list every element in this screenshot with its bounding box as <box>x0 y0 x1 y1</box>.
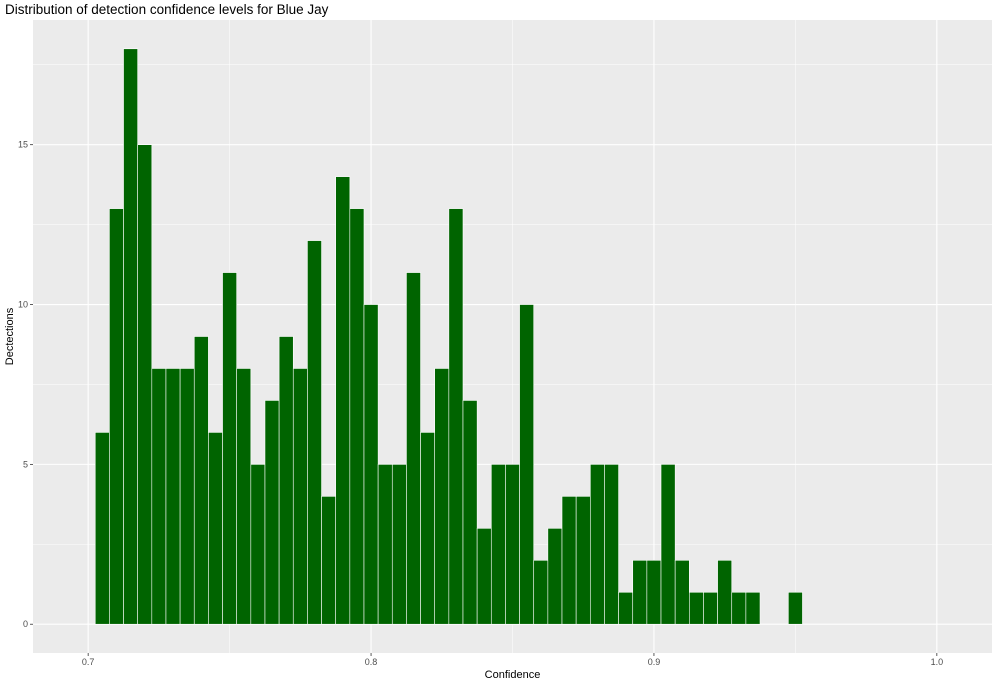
chart-title: Distribution of detection confidence lev… <box>5 2 329 17</box>
histogram-bar <box>349 208 365 625</box>
histogram-bar <box>547 528 563 625</box>
y-tick-label: 15 <box>18 140 28 150</box>
histogram-bar <box>420 432 436 625</box>
x-axis-title: Confidence <box>485 669 541 681</box>
histogram-bar <box>490 464 506 625</box>
histogram-bar <box>689 591 704 625</box>
histogram-bar <box>745 591 761 625</box>
histogram-bar <box>618 591 634 625</box>
histogram-bar <box>519 304 535 625</box>
histogram-bar <box>377 464 393 625</box>
histogram-bar <box>363 304 379 625</box>
histogram-bar <box>278 336 294 625</box>
histogram-bar <box>717 559 733 625</box>
histogram-bar <box>533 559 549 625</box>
histogram-bar <box>208 432 223 625</box>
histogram-bar <box>335 176 351 625</box>
histogram-bar <box>321 496 336 625</box>
x-tick-label: 0.7 <box>82 657 95 667</box>
y-axis-title: Dectections <box>4 307 16 365</box>
histogram-bar <box>307 240 322 625</box>
histogram-bar <box>575 496 591 625</box>
histogram-bar <box>222 272 237 625</box>
y-axis: 0 5 10 15 <box>18 140 33 629</box>
y-tick-label: 5 <box>23 459 28 469</box>
histogram-bar <box>674 559 690 625</box>
histogram-bar <box>391 464 407 625</box>
x-tick-label: 0.9 <box>648 657 661 667</box>
bars-group <box>94 48 803 625</box>
histogram-bar <box>137 144 153 625</box>
histogram-bar <box>703 591 718 625</box>
histogram-bar <box>151 368 167 625</box>
histogram-bar <box>604 464 619 625</box>
histogram-bar <box>448 208 464 625</box>
histogram-bar <box>264 400 280 625</box>
x-tick-label: 0.8 <box>365 657 378 667</box>
x-tick-label: 1.0 <box>931 657 944 667</box>
histogram-bar <box>236 368 252 625</box>
y-tick-label: 10 <box>18 300 28 310</box>
histogram-bar <box>406 272 421 625</box>
histogram-bar <box>646 559 662 625</box>
histogram-bar <box>123 48 138 625</box>
histogram-bar <box>788 591 803 625</box>
x-axis: 0.7 0.8 0.9 1.0 <box>82 653 943 667</box>
histogram-bar <box>589 464 605 625</box>
histogram-bar <box>731 591 747 625</box>
histogram-bar <box>476 528 492 625</box>
y-tick-label: 0 <box>23 619 28 629</box>
histogram-bar <box>434 368 450 625</box>
histogram-bar <box>250 464 266 625</box>
histogram-bar <box>462 400 478 625</box>
histogram-bar <box>561 496 577 625</box>
histogram-bar <box>632 559 648 625</box>
histogram-bar <box>292 368 308 625</box>
histogram-bar <box>165 368 181 625</box>
histogram-bar <box>109 208 124 625</box>
histogram-bar <box>193 336 209 625</box>
histogram-bar <box>660 464 676 625</box>
histogram-bar <box>505 464 520 625</box>
histogram-bar <box>179 368 195 625</box>
histogram-bar <box>94 432 110 625</box>
